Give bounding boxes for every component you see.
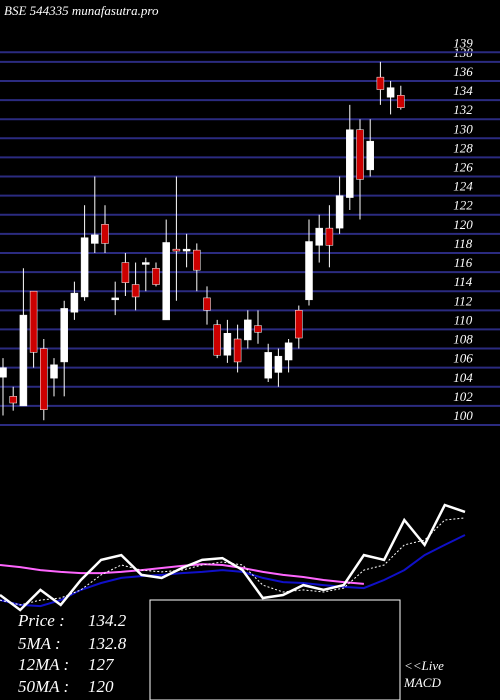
candle-body [0,367,7,378]
candle-body [70,292,79,313]
series-line [0,534,466,608]
candle-body [91,234,99,244]
candle-body [40,348,48,410]
candle-body [60,308,68,363]
y-tick-label: 114 [454,274,473,289]
y-tick-label: 102 [453,389,473,404]
candle-body [356,129,364,180]
legend-label: 5MA : [18,634,61,653]
candle-body [233,338,242,363]
legend-label: 12MA : [18,655,69,674]
candle-body [366,140,374,171]
candle-body [182,248,191,252]
legend: Price : 134.2 5MA : 132.8 12MA : 127 50M… [17,611,127,696]
candle-body [284,342,293,361]
candle-body [386,87,395,98]
y-tick-label: 128 [453,140,473,155]
series-line [0,503,466,612]
y-tick-label: 132 [453,102,473,117]
series-line [0,563,364,585]
macd-label: MACD [403,675,441,690]
y-tick-label: 104 [453,370,473,385]
legend-value: 134.2 [88,611,127,630]
y-tick-label: 139 [453,35,473,50]
candle-body [162,242,170,321]
y-tick-label: 106 [453,351,473,366]
candle-body [80,237,89,298]
y-tick-label: 136 [453,64,473,79]
macd-frame [149,599,401,700]
candle-body [335,195,344,229]
candle-body [295,310,303,339]
y-tick-label: 118 [454,236,473,251]
candle-body [223,333,232,356]
candle-body [397,95,405,108]
legend-label: 50MA : [18,677,69,696]
candle-body [131,284,140,298]
y-tick-label: 122 [453,198,473,213]
y-tick-label: 126 [453,160,473,175]
y-tick-label: 130 [453,121,473,136]
candle-body [50,364,58,379]
candle-body [142,262,150,265]
y-tick-label: 100 [453,408,473,423]
candle-body [346,129,354,198]
candle-body [29,290,38,353]
candle-body [264,352,272,379]
macd-label: <<Live [404,658,444,673]
candle-body [244,319,252,341]
candle-body [213,324,221,356]
y-tick-label: 112 [454,293,473,308]
candle-body [254,325,262,333]
y-tick-label: 110 [454,312,473,327]
legend-value: 132.8 [88,634,127,653]
candle-body [121,262,130,283]
y-tick-label: 124 [453,179,473,194]
y-tick-label: 120 [453,217,473,232]
legend-value: 127 [88,655,115,674]
candle-body [203,297,211,311]
candle-body [315,227,323,246]
y-tick-label: 116 [454,255,473,270]
candle-body [305,241,313,301]
candle-body [101,224,109,244]
candle-body [111,297,119,301]
candle-body [325,227,334,246]
candle-body [19,314,28,407]
candle-body [274,355,283,373]
y-tick-label: 108 [453,332,473,347]
legend-value: 120 [88,677,114,696]
candle-body [193,249,201,271]
watermark: BSE 544335 munafasutra.pro [4,3,159,18]
candle-body [152,268,160,285]
y-tick-label: 134 [453,83,473,98]
legend-label: Price : [17,611,65,630]
candle-body [9,396,17,404]
candle-body [376,76,385,90]
candle-body [172,248,181,252]
